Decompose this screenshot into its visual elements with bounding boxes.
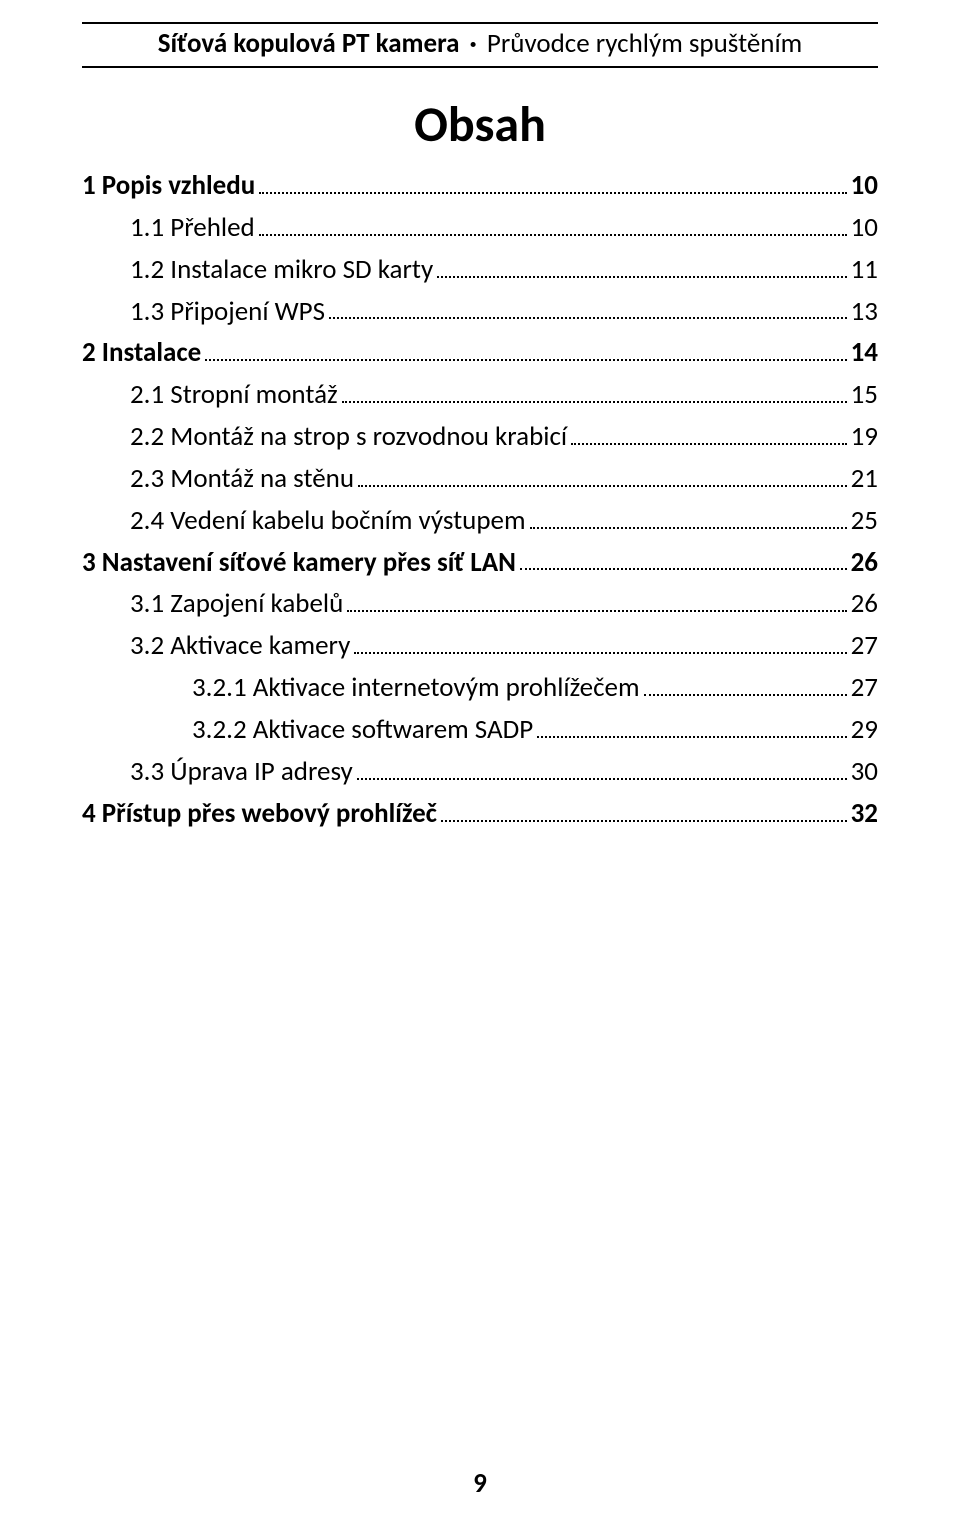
toc-entry-label: 3.1 Zapojení kabelů bbox=[130, 583, 343, 625]
toc-entry-label: 2.1 Stropní montáž bbox=[130, 374, 338, 416]
toc-entry: 2.3 Montáž na stěnu 21 bbox=[82, 458, 878, 500]
toc-entry: 4 Přístup přes webový prohlížeč 32 bbox=[82, 793, 878, 835]
toc-entry-page: 15 bbox=[851, 374, 878, 416]
page: Síťová kopulová PT kamera · Průvodce ryc… bbox=[0, 0, 960, 1536]
toc-leader bbox=[342, 401, 847, 403]
toc-leader bbox=[329, 317, 847, 319]
content-area: Obsah 1 Popis vzhledu 101.1 Přehled 101.… bbox=[82, 94, 878, 835]
header-separator: · bbox=[466, 27, 481, 60]
toc-entry-label: 1.1 Přehled bbox=[130, 207, 255, 249]
toc-entry: 3.2.2 Aktivace softwarem SADP 29 bbox=[82, 709, 878, 751]
toc-entry: 1.2 Instalace mikro SD karty 11 bbox=[82, 249, 878, 291]
toc-entry-label: 2.3 Montáž na stěnu bbox=[130, 458, 354, 500]
toc-leader bbox=[571, 443, 847, 445]
toc-entry-page: 26 bbox=[851, 583, 878, 625]
toc-entry: 3 Nastavení síťové kamery přes síť LAN 2… bbox=[82, 542, 878, 584]
toc-leader bbox=[347, 610, 846, 612]
toc-entry-label: 2.2 Montáž na strop s rozvodnou krabicí bbox=[130, 416, 567, 458]
toc-entry: 1 Popis vzhledu 10 bbox=[82, 165, 878, 207]
toc-entry-page: 11 bbox=[851, 249, 878, 291]
toc-entry: 2.1 Stropní montáž 15 bbox=[82, 374, 878, 416]
page-header: Síťová kopulová PT kamera · Průvodce ryc… bbox=[82, 22, 878, 68]
toc-entry: 3.2 Aktivace kamery 27 bbox=[82, 625, 878, 667]
toc-leader bbox=[259, 234, 847, 236]
toc-leader bbox=[644, 694, 847, 696]
toc-entry: 2.4 Vedení kabelu bočním výstupem 25 bbox=[82, 500, 878, 542]
toc-list: 1 Popis vzhledu 101.1 Přehled 101.2 Inst… bbox=[82, 165, 878, 835]
toc-entry: 3.2.1 Aktivace internetovým prohlížečem … bbox=[82, 667, 878, 709]
toc-leader bbox=[205, 359, 846, 361]
toc-entry-page: 30 bbox=[851, 751, 878, 793]
toc-entry-label: 3.3 Úprava IP adresy bbox=[130, 751, 353, 793]
toc-entry-label: 3.2.1 Aktivace internetovým prohlížečem bbox=[192, 667, 640, 709]
toc-entry: 2.2 Montáž na strop s rozvodnou krabicí … bbox=[82, 416, 878, 458]
page-number: 9 bbox=[0, 1467, 960, 1500]
toc-entry-page: 10 bbox=[851, 207, 878, 249]
toc-entry-page: 27 bbox=[851, 625, 878, 667]
toc-leader bbox=[441, 820, 847, 822]
toc-leader bbox=[354, 652, 846, 654]
toc-entry-label: 3.2.2 Aktivace softwarem SADP bbox=[192, 709, 533, 751]
toc-entry-page: 14 bbox=[851, 332, 878, 374]
toc-entry-page: 32 bbox=[851, 793, 878, 835]
header-title-bold: Síťová kopulová PT kamera bbox=[158, 27, 460, 60]
toc-entry: 1.1 Přehled 10 bbox=[82, 207, 878, 249]
toc-entry-page: 29 bbox=[851, 709, 878, 751]
toc-entry-page: 27 bbox=[851, 667, 878, 709]
toc-entry-label: 2 Instalace bbox=[82, 332, 201, 374]
toc-leader bbox=[357, 778, 847, 780]
toc-entry: 3.1 Zapojení kabelů 26 bbox=[82, 583, 878, 625]
toc-entry-label: 1.2 Instalace mikro SD karty bbox=[130, 249, 433, 291]
toc-entry-page: 21 bbox=[851, 458, 878, 500]
toc-entry-label: 3 Nastavení síťové kamery přes síť LAN bbox=[82, 542, 516, 584]
toc-entry-label: 4 Přístup přes webový prohlížeč bbox=[82, 793, 437, 835]
header-title-regular: Průvodce rychlým spuštěním bbox=[487, 27, 802, 60]
toc-entry-page: 13 bbox=[851, 291, 878, 333]
toc-leader bbox=[437, 276, 846, 278]
toc-entry: 1.3 Připojení WPS 13 bbox=[82, 291, 878, 333]
toc-entry-label: 1 Popis vzhledu bbox=[82, 165, 255, 207]
toc-entry-page: 19 bbox=[851, 416, 878, 458]
toc-leader bbox=[259, 192, 846, 194]
toc-leader bbox=[358, 485, 847, 487]
toc-entry-page: 25 bbox=[851, 500, 878, 542]
toc-entry-label: 1.3 Připojení WPS bbox=[130, 291, 325, 333]
toc-entry: 3.3 Úprava IP adresy 30 bbox=[82, 751, 878, 793]
toc-leader bbox=[530, 527, 847, 529]
toc-entry: 2 Instalace 14 bbox=[82, 332, 878, 374]
toc-entry-label: 2.4 Vedení kabelu bočním výstupem bbox=[130, 500, 526, 542]
toc-entry-label: 3.2 Aktivace kamery bbox=[130, 625, 350, 667]
toc-title: Obsah bbox=[82, 94, 878, 155]
toc-entry-page: 10 bbox=[851, 165, 878, 207]
toc-leader bbox=[520, 568, 847, 570]
toc-leader bbox=[537, 736, 846, 738]
toc-entry-page: 26 bbox=[851, 542, 878, 584]
